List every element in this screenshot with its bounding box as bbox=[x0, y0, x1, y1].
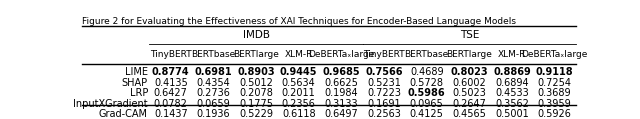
Text: 0.5229: 0.5229 bbox=[239, 109, 273, 119]
Text: 0.8869: 0.8869 bbox=[493, 67, 531, 77]
Text: 0.2563: 0.2563 bbox=[367, 109, 401, 119]
Text: 0.1984: 0.1984 bbox=[324, 88, 358, 98]
Text: LIME: LIME bbox=[125, 67, 148, 77]
Text: 0.5023: 0.5023 bbox=[452, 88, 486, 98]
Text: 0.6625: 0.6625 bbox=[324, 78, 358, 88]
Text: 0.3133: 0.3133 bbox=[324, 99, 358, 109]
Text: 0.6002: 0.6002 bbox=[452, 78, 486, 88]
Text: 0.2647: 0.2647 bbox=[452, 99, 486, 109]
Text: DeBERTaₓlarge: DeBERTaₓlarge bbox=[308, 50, 374, 59]
Text: 0.1437: 0.1437 bbox=[154, 109, 188, 119]
Text: XLM-R: XLM-R bbox=[498, 50, 526, 59]
Text: BERTlarge: BERTlarge bbox=[447, 50, 492, 59]
Text: 0.7254: 0.7254 bbox=[538, 78, 572, 88]
Text: 0.6497: 0.6497 bbox=[324, 109, 358, 119]
Text: BERTbase: BERTbase bbox=[191, 50, 236, 59]
Text: 0.3689: 0.3689 bbox=[538, 88, 572, 98]
Text: 0.5926: 0.5926 bbox=[538, 109, 572, 119]
Text: 0.1691: 0.1691 bbox=[367, 99, 401, 109]
Text: XLM-R: XLM-R bbox=[285, 50, 313, 59]
Text: DeBERTaₓlarge: DeBERTaₓlarge bbox=[522, 50, 588, 59]
Text: 0.5986: 0.5986 bbox=[408, 88, 445, 98]
Text: 0.2356: 0.2356 bbox=[282, 99, 316, 109]
Text: 0.4689: 0.4689 bbox=[410, 67, 444, 77]
Text: 0.7223: 0.7223 bbox=[367, 88, 401, 98]
Text: 0.4125: 0.4125 bbox=[410, 109, 444, 119]
Text: 0.6427: 0.6427 bbox=[154, 88, 188, 98]
Text: 0.5634: 0.5634 bbox=[282, 78, 316, 88]
Text: 0.5231: 0.5231 bbox=[367, 78, 401, 88]
Text: 0.1936: 0.1936 bbox=[196, 109, 230, 119]
Text: 0.7566: 0.7566 bbox=[365, 67, 403, 77]
Text: TinyBERT: TinyBERT bbox=[364, 50, 405, 59]
Text: TinyBERT: TinyBERT bbox=[150, 50, 191, 59]
Text: 0.2078: 0.2078 bbox=[239, 88, 273, 98]
Text: 0.5012: 0.5012 bbox=[239, 78, 273, 88]
Text: 0.3959: 0.3959 bbox=[538, 99, 572, 109]
Text: 0.1775: 0.1775 bbox=[239, 99, 273, 109]
Text: 0.4135: 0.4135 bbox=[154, 78, 188, 88]
Text: 0.2011: 0.2011 bbox=[282, 88, 316, 98]
Text: 0.8774: 0.8774 bbox=[152, 67, 189, 77]
Text: TSE: TSE bbox=[460, 30, 479, 40]
Text: 0.9685: 0.9685 bbox=[323, 67, 360, 77]
Text: 0.9118: 0.9118 bbox=[536, 67, 573, 77]
Text: Grad-CAM: Grad-CAM bbox=[99, 109, 148, 119]
Text: 0.3562: 0.3562 bbox=[495, 99, 529, 109]
Text: BERTbase: BERTbase bbox=[404, 50, 449, 59]
Text: BERTlarge: BERTlarge bbox=[233, 50, 279, 59]
Text: 0.0965: 0.0965 bbox=[410, 99, 444, 109]
Text: 0.5728: 0.5728 bbox=[410, 78, 444, 88]
Text: 0.4565: 0.4565 bbox=[452, 109, 486, 119]
Text: 0.8023: 0.8023 bbox=[451, 67, 488, 77]
Text: 0.4354: 0.4354 bbox=[196, 78, 230, 88]
Text: 0.5001: 0.5001 bbox=[495, 109, 529, 119]
Text: 0.9445: 0.9445 bbox=[280, 67, 317, 77]
Text: 0.2736: 0.2736 bbox=[196, 88, 230, 98]
Text: 0.0782: 0.0782 bbox=[154, 99, 188, 109]
Text: LRP: LRP bbox=[129, 88, 148, 98]
Text: Figure 2 for Evaluating the Effectiveness of XAI Techniques for Encoder-Based La: Figure 2 for Evaluating the Effectivenes… bbox=[83, 17, 516, 26]
Text: 0.8903: 0.8903 bbox=[237, 67, 275, 77]
Text: 0.6118: 0.6118 bbox=[282, 109, 316, 119]
Text: 0.6981: 0.6981 bbox=[195, 67, 232, 77]
Text: SHAP: SHAP bbox=[122, 78, 148, 88]
Text: 0.0659: 0.0659 bbox=[196, 99, 230, 109]
Text: IMDB: IMDB bbox=[243, 30, 269, 40]
Text: 0.4533: 0.4533 bbox=[495, 88, 529, 98]
Text: 0.6894: 0.6894 bbox=[495, 78, 529, 88]
Text: InputXGradient: InputXGradient bbox=[74, 99, 148, 109]
